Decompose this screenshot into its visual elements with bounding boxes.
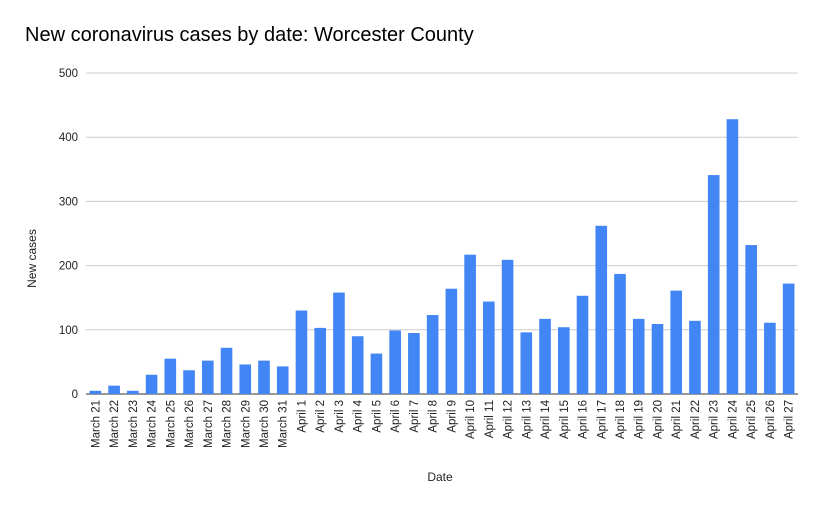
bar bbox=[614, 273, 626, 394]
x-tick-label: April 2 bbox=[315, 400, 327, 433]
y-tick-label: 0 bbox=[72, 389, 78, 401]
x-tick-label: April 26 bbox=[765, 400, 777, 439]
bar bbox=[239, 364, 252, 394]
x-tick-label: April 23 bbox=[709, 400, 721, 439]
y-tick-label: 500 bbox=[59, 68, 78, 80]
x-tick-label: April 19 bbox=[634, 400, 646, 439]
x-tick-label: April 9 bbox=[446, 400, 458, 433]
x-tick-label: April 16 bbox=[578, 400, 590, 439]
x-tick-label: April 11 bbox=[484, 400, 496, 438]
bar bbox=[314, 327, 327, 394]
x-tick-label: March 27 bbox=[203, 400, 215, 448]
bar bbox=[389, 330, 401, 394]
x-tick-label: April 22 bbox=[690, 400, 702, 439]
x-tick-label: April 6 bbox=[390, 400, 402, 433]
x-tick-label: April 24 bbox=[727, 399, 739, 439]
bar bbox=[745, 245, 757, 394]
bar bbox=[127, 390, 139, 394]
bar bbox=[201, 360, 214, 394]
x-tick-label: April 14 bbox=[540, 399, 552, 439]
x-tick-label: April 8 bbox=[428, 400, 440, 433]
y-tick-label: 100 bbox=[59, 325, 78, 337]
x-tick-label: March 25 bbox=[165, 400, 177, 448]
x-tick-label: March 31 bbox=[278, 400, 290, 448]
bar bbox=[520, 332, 533, 394]
bar bbox=[689, 320, 701, 394]
bar bbox=[595, 225, 608, 394]
y-tick-label: 300 bbox=[59, 196, 78, 208]
bar bbox=[108, 385, 120, 394]
bar bbox=[557, 327, 570, 394]
y-tick-label: 200 bbox=[59, 261, 78, 273]
bar bbox=[576, 295, 589, 394]
bar bbox=[145, 374, 158, 394]
bar bbox=[445, 288, 458, 394]
x-tick-label: March 26 bbox=[184, 400, 196, 448]
x-tick-label: April 27 bbox=[784, 400, 796, 439]
bar bbox=[539, 318, 551, 394]
bar bbox=[670, 290, 683, 394]
x-tick-label: March 30 bbox=[259, 400, 271, 448]
bar bbox=[483, 301, 495, 394]
x-tick-label: April 5 bbox=[371, 400, 383, 433]
x-tick-label: March 22 bbox=[109, 400, 121, 448]
bar bbox=[351, 336, 364, 394]
x-tick-label: April 7 bbox=[409, 400, 421, 433]
bar bbox=[501, 259, 514, 394]
x-tick-label: March 23 bbox=[128, 400, 140, 448]
x-tick-label: April 18 bbox=[615, 400, 627, 439]
bar bbox=[89, 390, 102, 394]
x-tick-label: April 1 bbox=[296, 400, 308, 433]
bar bbox=[408, 333, 420, 394]
x-tick-label: April 13 bbox=[521, 400, 533, 439]
bar bbox=[782, 283, 795, 394]
bar bbox=[370, 353, 383, 394]
bar bbox=[295, 310, 308, 394]
bar bbox=[707, 175, 720, 394]
x-tick-label: March 29 bbox=[240, 400, 252, 448]
x-tick-label: March 21 bbox=[90, 400, 102, 448]
bar bbox=[651, 324, 664, 394]
bar bbox=[164, 358, 177, 394]
x-tick-label: April 12 bbox=[503, 400, 515, 439]
x-tick-label: April 10 bbox=[465, 400, 477, 439]
bar bbox=[426, 315, 439, 394]
x-tick-label: April 15 bbox=[559, 400, 571, 439]
x-tick-label: April 21 bbox=[671, 400, 683, 439]
chart-title: New coronavirus cases by date: Worcester… bbox=[25, 24, 474, 46]
x-axis-title: Date bbox=[427, 470, 453, 484]
bar bbox=[333, 292, 345, 394]
y-axis-title: New cases bbox=[25, 229, 39, 288]
x-tick-label: April 25 bbox=[746, 400, 758, 439]
x-tick-label: March 28 bbox=[222, 400, 234, 448]
bar bbox=[632, 318, 645, 394]
bar bbox=[726, 119, 739, 394]
bar bbox=[276, 366, 289, 394]
x-tick-label: April 20 bbox=[652, 400, 664, 439]
bar bbox=[258, 360, 270, 394]
x-tick-label: April 17 bbox=[596, 400, 608, 439]
x-tick-label: April 4 bbox=[353, 399, 365, 432]
bar bbox=[464, 254, 476, 394]
x-tick-label: April 3 bbox=[334, 400, 346, 433]
x-tick-label: March 24 bbox=[147, 399, 159, 448]
bar bbox=[183, 370, 195, 394]
bar bbox=[764, 322, 776, 394]
bar bbox=[220, 347, 233, 394]
y-tick-label: 400 bbox=[59, 132, 78, 144]
